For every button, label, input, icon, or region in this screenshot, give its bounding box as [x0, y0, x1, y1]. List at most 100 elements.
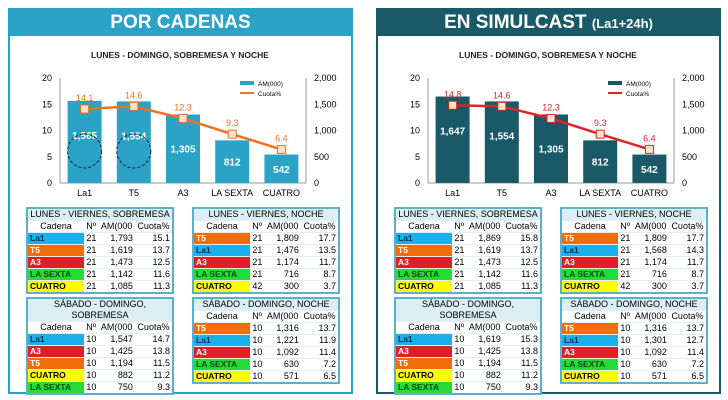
y-left-tick-label: 0 — [47, 178, 52, 188]
channel-cell: T5 — [27, 357, 84, 370]
bar — [632, 154, 667, 183]
value-cell: 10 — [618, 346, 633, 359]
value-cell: 15.8 — [502, 232, 541, 245]
table-row: T5 10 1,194 11.5 — [27, 357, 173, 370]
value-cell: 1,809 — [632, 232, 669, 245]
value-cell: 21 — [84, 268, 99, 281]
value-cell: 10 — [84, 345, 99, 358]
column-header: AM(000 — [98, 220, 135, 233]
x-tick-label: LA SEXTA — [211, 188, 253, 198]
channel-cell: A3 — [561, 256, 618, 269]
value-cell: 1,301 — [632, 334, 669, 347]
bar — [67, 100, 102, 183]
column-header: Cuota% — [134, 220, 173, 233]
column-header: AM(000 — [264, 310, 301, 323]
value-cell: 11.7 — [668, 256, 707, 269]
value-cell: 11.7 — [300, 256, 339, 269]
value-cell: 750 — [98, 381, 135, 395]
value-cell: 10 — [618, 334, 633, 347]
value-cell: 13.8 — [502, 345, 541, 358]
value-cell: 716 — [264, 268, 301, 281]
channel-cell: LA SEXTA — [193, 268, 250, 281]
table-row: CUATRO 10 571 6.5 — [193, 370, 339, 384]
bar — [166, 114, 200, 183]
table-row: A3 10 1,092 11.4 — [561, 346, 707, 359]
channel-cell: CUATRO — [193, 280, 250, 294]
value-cell: 1,869 — [466, 232, 503, 245]
channel-cell: T5 — [27, 244, 84, 257]
value-cell: 13.7 — [300, 322, 339, 335]
channel-cell: A3 — [395, 256, 452, 269]
value-cell: 13.7 — [502, 244, 541, 257]
channel-cell: LA SEXTA — [193, 358, 250, 371]
table-title: LUNES - VIERNES, NOCHE — [193, 208, 339, 221]
value-cell: 10 — [84, 369, 99, 382]
value-cell: 13.8 — [134, 345, 173, 358]
y-left-tick-label: 15 — [42, 99, 52, 109]
value-cell: 571 — [632, 370, 669, 384]
legend-bar-label: AM(000) — [626, 81, 651, 88]
channel-cell: T5 — [395, 244, 452, 257]
channel-cell: La1 — [27, 333, 84, 346]
channel-cell: La1 — [395, 333, 452, 346]
table-title: LUNES - VIERNES, SOBREMESA — [27, 208, 173, 221]
table-row: LA SEXTA 10 630 7.2 — [193, 358, 339, 371]
value-cell: 10 — [250, 358, 265, 371]
panel-por-cadenas: POR CADENAS LUNES - DOMINGO, SOBREMESA Y… — [8, 8, 353, 395]
value-cell: 11.6 — [134, 268, 173, 281]
line-label: 14.8 — [444, 89, 462, 99]
y-left-tick-label: 20 — [42, 73, 52, 83]
table-row: CUATRO 10 571 6.5 — [561, 370, 707, 384]
table-row: LA SEXTA 10 750 9.3 — [395, 381, 541, 395]
y-left-tick-label: 10 — [410, 126, 420, 136]
ratings-table: LUNES - VIERNES, NOCHE Cadena Nº AM(000 Cuot… — [192, 207, 340, 294]
channel-cell: CUATRO — [561, 370, 618, 384]
chart-title: LUNES - DOMINGO, SOBREMESA Y NOCHE — [91, 50, 269, 60]
table-row: LA SEXTA 21 716 8.7 — [193, 268, 339, 281]
table-row: La1 21 1,793 15.1 — [27, 232, 173, 245]
value-cell: 1,194 — [466, 357, 503, 370]
table-row: A3 21 1,174 11.7 — [193, 256, 339, 269]
ratings-table: SÁBADO - DOMINGO, NOCHE Cadena Nº AM(000 Cuo… — [192, 297, 340, 384]
column-header: Cadena — [193, 310, 250, 323]
value-cell: 1,809 — [264, 232, 301, 245]
value-cell: 14.7 — [134, 333, 173, 346]
value-cell: 1,085 — [98, 280, 135, 294]
value-cell: 1,174 — [264, 256, 301, 269]
value-cell: 9.3 — [134, 381, 173, 395]
bar-label: 1,554 — [121, 131, 146, 142]
channel-cell: La1 — [561, 244, 618, 257]
value-cell: 21 — [84, 280, 99, 294]
value-cell: 1,619 — [466, 333, 503, 346]
line-marker — [276, 144, 286, 154]
table-row: CUATRO 42 300 3.7 — [561, 280, 707, 294]
line-label: 12.3 — [542, 102, 560, 112]
channel-cell: La1 — [193, 244, 250, 257]
table-row: CUATRO 42 300 3.7 — [193, 280, 339, 294]
column-header: Cadena — [395, 220, 452, 233]
bar — [534, 114, 568, 183]
value-cell: 1,568 — [632, 244, 669, 257]
channel-cell: La1 — [395, 232, 452, 245]
value-cell: 1,316 — [632, 322, 669, 335]
table-row: CUATRO 21 1,085 11.3 — [395, 280, 541, 294]
bar-label: 542 — [273, 165, 290, 176]
y-right-tick-label: 500 — [682, 152, 697, 162]
table-row: A3 10 1,425 13.8 — [27, 345, 173, 358]
highlight-circle — [116, 133, 152, 169]
x-tick-label: LA SEXTA — [579, 188, 621, 198]
x-tick-label: A3 — [545, 188, 556, 198]
column-header: Nº — [452, 220, 467, 233]
column-header: Nº — [250, 310, 265, 323]
value-cell: 6.5 — [300, 370, 339, 384]
channel-cell: T5 — [193, 232, 250, 245]
value-cell: 12.7 — [668, 334, 707, 347]
value-cell: 10 — [618, 370, 633, 384]
table-row: CUATRO 10 882 11.2 — [27, 369, 173, 382]
channel-cell: La1 — [193, 334, 250, 347]
value-cell: 21 — [452, 256, 467, 269]
table-row: LA SEXTA 21 1,142 11.6 — [395, 268, 541, 281]
column-header: AM(000 — [264, 220, 301, 233]
channel-cell: CUATRO — [395, 369, 452, 382]
channel-cell: A3 — [561, 346, 618, 359]
